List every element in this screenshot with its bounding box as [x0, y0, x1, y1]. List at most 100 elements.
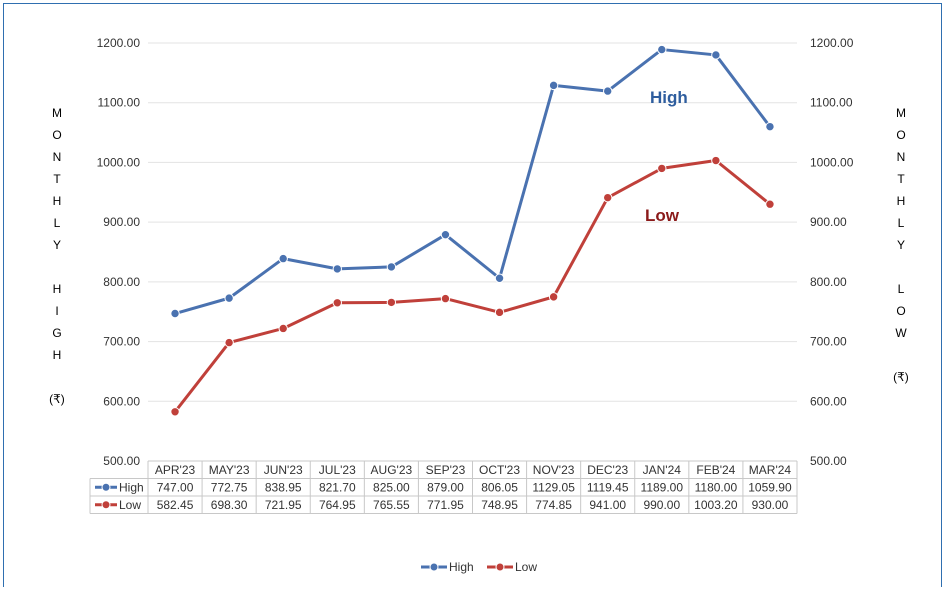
legend-marker-low [495, 562, 505, 572]
data-point-low [657, 163, 667, 174]
y-tick-right: 800.00 [810, 275, 847, 289]
axis-label-char: O [896, 128, 906, 142]
table-cell: 721.95 [265, 498, 302, 512]
data-point-high [440, 229, 451, 240]
table-cell: 771.95 [427, 498, 464, 512]
table-cell: 1180.00 [695, 481, 738, 495]
data-point-low [440, 293, 451, 304]
y-tick-left: 500.00 [103, 454, 140, 468]
category-label: JAN'24 [643, 463, 682, 477]
data-point-high [657, 44, 667, 55]
table-cell: 821.70 [319, 481, 356, 495]
data-point-high [224, 293, 234, 303]
table-cell: 825.00 [373, 481, 410, 495]
category-label: FEB'24 [696, 463, 735, 477]
table-cell: 748.95 [481, 498, 518, 512]
axis-label-char: W [895, 326, 907, 340]
y-tick-left: 700.00 [103, 335, 140, 349]
category-label: MAR'24 [749, 463, 792, 477]
category-label: MAY'23 [209, 463, 250, 477]
table-cell: 774.85 [535, 498, 572, 512]
axis-label-char: N [52, 150, 62, 164]
axis-label-char: L [53, 216, 61, 230]
axis-label-char: T [897, 172, 905, 186]
table-cell: 1189.00 [641, 481, 684, 495]
axis-label-char: L [897, 216, 905, 230]
y-tick-left: 900.00 [103, 215, 140, 229]
table-cell: 1119.45 [587, 481, 629, 495]
axis-label-char [49, 366, 65, 388]
data-point-high [765, 121, 775, 132]
category-label: NOV'23 [533, 463, 575, 477]
table-cell: 879.00 [427, 481, 464, 495]
table-cell: 747.00 [157, 481, 194, 495]
data-point-low [170, 407, 180, 417]
axis-label-char: N [896, 150, 906, 164]
table-legend-marker [101, 482, 111, 492]
category-label: APR'23 [155, 463, 196, 477]
y-tick-right: 500.00 [810, 454, 847, 468]
data-point-high [278, 253, 288, 264]
axis-label-char: O [52, 128, 62, 142]
data-point-low [386, 297, 397, 308]
axis-label-char [49, 256, 65, 278]
data-point-high [494, 273, 505, 283]
y-tick-right: 1000.00 [810, 155, 854, 169]
annotation-low: Low [645, 206, 680, 225]
table-cell: 764.95 [319, 498, 356, 512]
data-point-high [603, 86, 613, 96]
legend-label-high: High [449, 560, 474, 574]
axis-label-char: Y [52, 238, 61, 252]
series-line-low [173, 159, 771, 413]
data-point-high [548, 80, 559, 91]
table-cell: 806.05 [481, 481, 518, 495]
axis-label-char: Y [896, 238, 905, 252]
table-cell: 772.75 [211, 481, 248, 495]
table-cell: 838.95 [265, 481, 302, 495]
category-label: OCT'23 [479, 463, 520, 477]
y-tick-left: 1000.00 [97, 155, 141, 169]
axis-label-char [893, 344, 909, 366]
axis-label-char: L [897, 282, 905, 296]
data-point-high [332, 264, 342, 274]
axis-label-char: (₹) [49, 392, 65, 406]
table-cell: 698.30 [211, 498, 248, 512]
data-point-low [494, 307, 505, 318]
annotation-high: High [650, 88, 688, 107]
y-tick-left: 800.00 [103, 275, 140, 289]
data-point-high [711, 50, 721, 60]
chart-frame [3, 3, 942, 587]
axis-label-char: I [55, 304, 59, 318]
axis-label-char: H [52, 282, 62, 296]
y-tick-left: 600.00 [103, 394, 140, 408]
table-cell: 1003.20 [694, 498, 738, 512]
series-line-high [174, 48, 772, 315]
axis-label-char: H [52, 194, 62, 208]
data-point-low [603, 192, 613, 203]
axis-label-char: M [52, 106, 62, 120]
axis-label-char: O [896, 304, 906, 318]
table-series-name: High [119, 481, 144, 495]
legend-label-low: Low [515, 560, 537, 574]
table-cell: 1129.05 [532, 481, 575, 495]
legend-marker-high [429, 562, 439, 572]
y-tick-right: 700.00 [810, 335, 847, 349]
category-label: SEP'23 [426, 463, 466, 477]
axis-label-char: H [896, 194, 906, 208]
y-tick-left: 1100.00 [98, 96, 141, 110]
y-tick-right: 900.00 [810, 215, 847, 229]
y-tick-right: 1100.00 [810, 96, 853, 110]
data-point-low [224, 337, 234, 348]
y-tick-left: 1200.00 [97, 36, 141, 50]
category-label: JUL'23 [319, 463, 356, 477]
data-point-low [278, 323, 288, 334]
table-cell: 990.00 [643, 498, 680, 512]
axis-label-char: G [52, 326, 62, 340]
category-label: DEC'23 [587, 463, 628, 477]
data-point-high [170, 308, 180, 319]
table-series-name: Low [119, 498, 141, 512]
table-cell: 941.00 [589, 498, 626, 512]
